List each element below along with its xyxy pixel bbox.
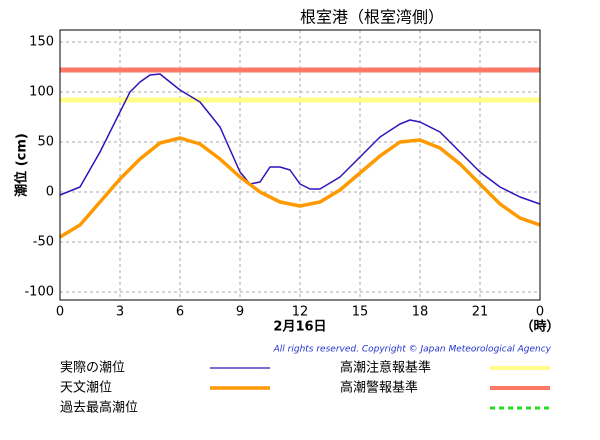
y-tick-label: 0 (46, 185, 54, 200)
x-tick-label: 3 (116, 305, 124, 320)
x-tick-label: 9 (236, 305, 244, 320)
x-tick-label: 12 (292, 305, 309, 320)
x-tick-label: 0 (56, 305, 64, 320)
legend-label: 天文潮位 (60, 381, 112, 396)
x-tick-label: 15 (352, 305, 369, 320)
y-tick-label: 150 (29, 35, 54, 50)
y-tick-label: -50 (33, 235, 54, 250)
x-axis-unit: （時） (520, 319, 559, 335)
legend-label: 高潮注意報基準 (340, 360, 431, 376)
x-tick-label: 21 (472, 305, 489, 320)
y-tick-label: 50 (37, 135, 54, 150)
legend-label: 実際の潮位 (60, 360, 125, 376)
copyright: All rights reserved. Copyright © Japan M… (273, 345, 552, 355)
legend-label: 高潮警報基準 (340, 380, 418, 396)
legend-label: 過去最高潮位 (60, 400, 138, 416)
series-line (59, 136, 541, 239)
x-axis-label: 2月16日 (273, 320, 326, 335)
chart-title: 根室港（根室湾側） (300, 8, 444, 27)
x-tick-label: 0 (536, 305, 544, 320)
y-axis-label: 潮位 (cm) (14, 133, 30, 197)
x-tick-label: 6 (176, 305, 184, 320)
series-line (59, 73, 541, 205)
y-tick-label: -100 (24, 285, 54, 300)
y-tick-label: 100 (29, 85, 54, 100)
x-tick-label: 18 (412, 305, 429, 320)
plot-border (59, 29, 541, 301)
